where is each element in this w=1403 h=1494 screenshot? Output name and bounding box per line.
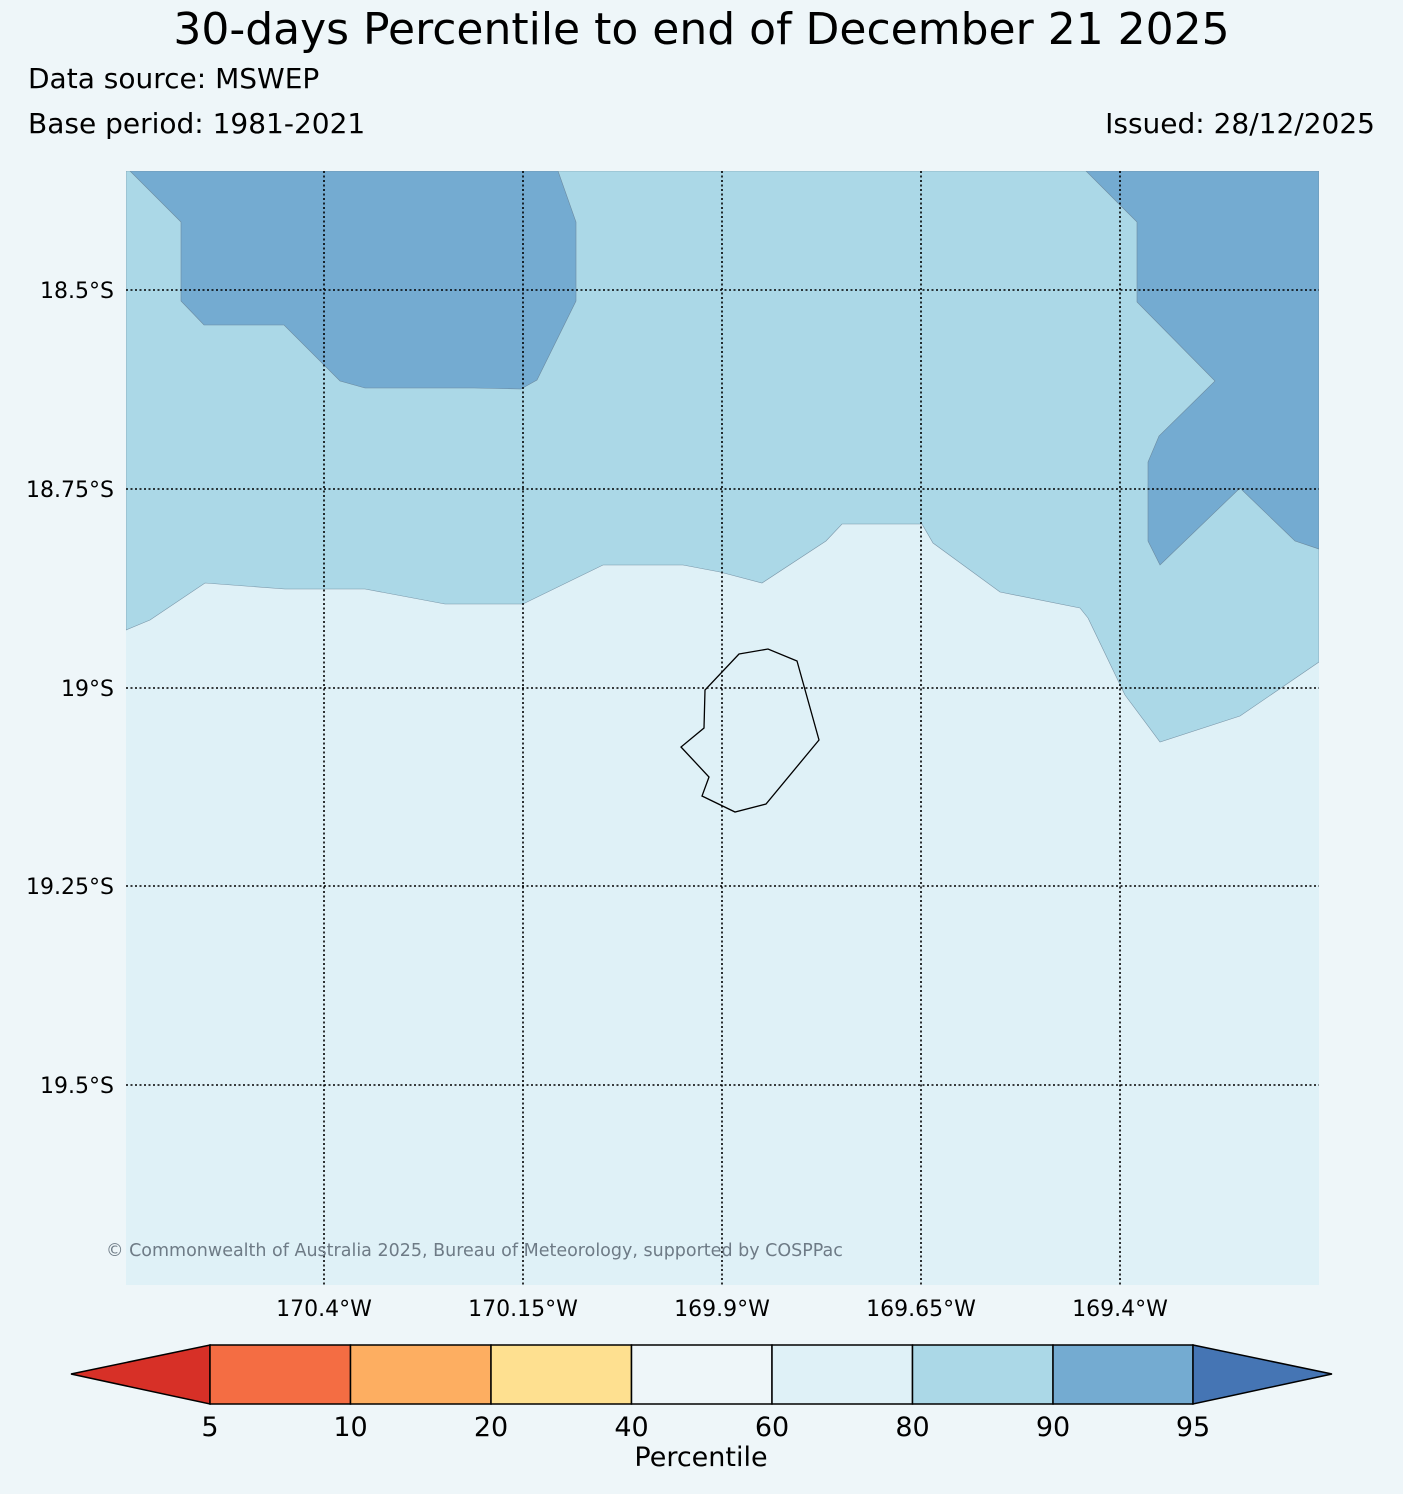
colorbar-segment-below-5 bbox=[70, 1344, 211, 1405]
lon-label-169-4: 169.4°W bbox=[1072, 1297, 1168, 1322]
map-title: 30-days Percentile to end of December 21… bbox=[173, 4, 1230, 55]
colorbar-segment-40-60 bbox=[630, 1344, 773, 1405]
colorbar-segment-90-95 bbox=[1052, 1344, 1194, 1405]
colorbar-segment-80-90 bbox=[911, 1344, 1054, 1405]
region-90-95-percentile-east bbox=[1085, 171, 1319, 566]
colorbar-tick-5: 5 bbox=[201, 1412, 218, 1443]
colorbar-tick-80: 80 bbox=[895, 1412, 929, 1443]
base-period-label: Base period: 1981-2021 bbox=[28, 107, 366, 140]
colorbar-tick-10: 10 bbox=[333, 1412, 367, 1443]
colorbar-segment-20-40 bbox=[490, 1344, 633, 1405]
issued-date-label: Issued: 28/12/2025 bbox=[1105, 107, 1375, 140]
colorbar-tick-40: 40 bbox=[614, 1412, 648, 1443]
lon-label-170-15: 170.15°W bbox=[468, 1297, 578, 1322]
lon-label-170-4: 170.4°W bbox=[276, 1297, 372, 1322]
colorbar-tick-90: 90 bbox=[1036, 1412, 1070, 1443]
copyright-notice: © Commonwealth of Australia 2025, Bureau… bbox=[106, 1241, 843, 1261]
colorbar-segment-10-20 bbox=[349, 1344, 492, 1405]
colorbar-tick-20: 20 bbox=[474, 1412, 508, 1443]
colorbar-title: Percentile bbox=[634, 1442, 767, 1473]
lat-label-19: 19°S bbox=[61, 677, 114, 702]
lat-label-18-5: 18.5°S bbox=[40, 279, 114, 304]
lat-label-19-5: 19.5°S bbox=[40, 1074, 114, 1099]
graticule bbox=[126, 171, 1319, 1285]
colorbar-segment-above-95 bbox=[1192, 1344, 1333, 1405]
colorbar-segment-5-10 bbox=[209, 1344, 352, 1405]
colorbar bbox=[70, 1344, 1333, 1405]
lat-label-19-25: 19.25°S bbox=[26, 875, 114, 900]
island-outline bbox=[680, 648, 820, 813]
lon-label-169-65: 169.65°W bbox=[866, 1297, 976, 1322]
region-90-95-percentile-northwest bbox=[129, 171, 577, 390]
lon-label-169-9: 169.9°W bbox=[674, 1297, 770, 1322]
colorbar-segment-60-80 bbox=[771, 1344, 914, 1405]
colorbar-tick-60: 60 bbox=[755, 1412, 789, 1443]
colorbar-tick-95: 95 bbox=[1176, 1412, 1210, 1443]
data-source-label: Data source: MSWEP bbox=[28, 62, 320, 95]
lat-label-18-75: 18.75°S bbox=[26, 478, 114, 503]
